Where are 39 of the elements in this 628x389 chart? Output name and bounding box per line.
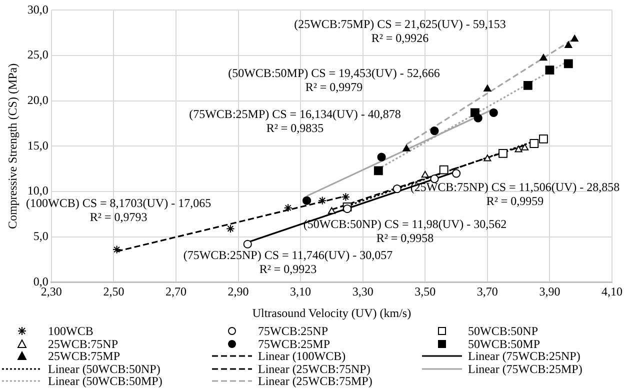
annotation: (25WCB:75MP) CS = 21,625(UV) - 59,153 R² = 0,9926 (294, 17, 506, 46)
y-tick-label: 30,0 (27, 2, 48, 16)
x-axis-title: Ultrasound Velocity (UV) (km/s) (252, 306, 412, 320)
y-tick-label: 0,0 (33, 274, 48, 288)
legend-label: Linear (25WCB:75MP) (258, 374, 372, 388)
y-tick-label: 15,0 (27, 138, 48, 152)
annotation: (50WCB:50MP) CS = 19,453(UV) - 52,666 R² = 0,9979 (228, 66, 440, 94)
annotation: (100WCB) CS = 8,1703(UV) - 17,065 R² = 0,9793 (26, 196, 212, 224)
x-tick-label: 3,50 (414, 284, 436, 299)
y-tick-label: 25,0 (27, 48, 48, 62)
annotation: (75WCB:25NP) CS = 11,746(UV) - 30,057 R² = 0,9923 (183, 248, 393, 276)
x-tick-label: 3,90 (539, 284, 560, 299)
legend-label: Linear (25WCB:75NP) (258, 362, 370, 376)
x-tick-label: 2,90 (228, 284, 249, 299)
x-tick-label: 2,50 (103, 284, 124, 299)
legend-label: Linear (75WCB:25NP) (468, 349, 580, 363)
y-tick-label: 10,0 (27, 184, 48, 198)
y-tick-label: 20,0 (27, 93, 48, 108)
legend-label: 75WCB:25MP (258, 336, 330, 350)
legend-label: 25WCB:75MP (48, 349, 120, 363)
legend-label: 50WCB:50MP (468, 336, 540, 350)
legend-label: Linear (50WCB:50MP) (48, 374, 162, 388)
x-tick-label: 2,70 (165, 284, 186, 299)
y-tick-label: 5,0 (33, 229, 48, 244)
x-tick-label: 3,30 (352, 284, 374, 299)
y-axis-title: Compressive Strength (CS) (MPa) (5, 63, 20, 230)
legend-label: Linear (50WCB:50NP) (48, 362, 160, 376)
legend-label: 25WCB:75NP (48, 336, 118, 350)
annotation: (75WCB:25MP) CS = 16,134(UV) - 40,878 R² = 0,9835 (189, 107, 401, 136)
legend-label: 100WCB (48, 324, 94, 338)
legend-label: 75WCB:25NP (258, 324, 328, 338)
x-tick-label: 4,10 (602, 284, 622, 299)
legend-label: Linear (75WCB:25MP) (468, 362, 582, 376)
legend-label: Linear (100WCB) (258, 349, 346, 363)
annotation: (25WCB:75NP) CS = 11,506(UV) - 28,858 R² = 0,9959 (410, 180, 620, 208)
x-tick-label: 3,70 (476, 284, 498, 299)
annotation: (50WCB:50NP) CS = 11,98(UV) - 30,562 R² = 0,9958 (303, 217, 507, 246)
x-tick-label: 3,10 (290, 284, 312, 299)
legend-label: 50WCB:50NP (468, 324, 538, 338)
